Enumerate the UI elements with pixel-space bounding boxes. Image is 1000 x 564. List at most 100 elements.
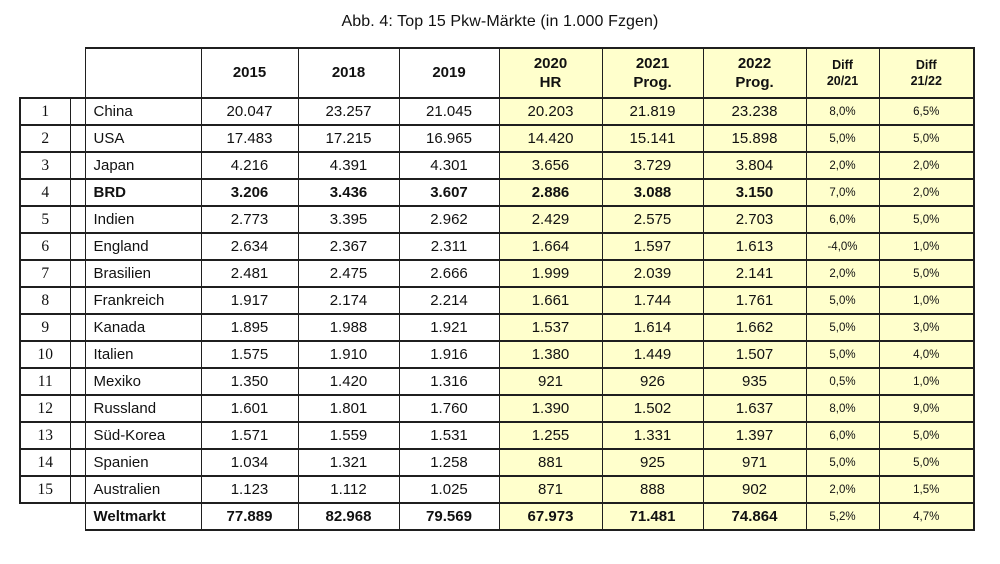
table-row: 2 USA 17.483 17.215 16.965 14.420 15.141 15.898… <box>19 124 975 153</box>
diff-pct-cell: 8,0% <box>805 97 880 126</box>
table-row: 10 Italien 1.575 1.910 1.916 1.380 1.449 1.507 5… <box>19 340 975 369</box>
value-cell: 1.761 <box>702 286 807 315</box>
value-cell: 2.481 <box>200 259 299 288</box>
diff-pct-cell: 1,0% <box>878 286 975 315</box>
value-cell: 926 <box>601 367 704 396</box>
table-row: 11 Mexiko 1.350 1.420 1.316 921 926 935 0,5% 1,0% <box>19 367 975 396</box>
value-cell: 16.965 <box>398 124 500 153</box>
rank-cell: 1 <box>19 97 71 126</box>
value-cell: 888 <box>601 475 704 504</box>
value-cell: 871 <box>498 475 603 504</box>
rank-cell: 8 <box>19 286 71 315</box>
value-cell: 2.311 <box>398 232 500 261</box>
rank-cell: 15 <box>19 475 71 504</box>
value-cell: 3.607 <box>398 178 500 207</box>
table-row: 6 England 2.634 2.367 2.311 1.664 1.597 1.613 -4… <box>19 232 975 261</box>
spacer-cell <box>70 340 85 369</box>
col-header-2021-line1: 2021 <box>635 54 670 72</box>
diff-pct-cell: 1,0% <box>878 367 975 396</box>
value-cell: 2.039 <box>601 259 704 288</box>
value-cell: 14.420 <box>498 124 603 153</box>
value-cell: 1.123 <box>200 475 299 504</box>
col-header-2021-prog: 2021 Prog. <box>601 47 704 99</box>
value-cell: 74.864 <box>702 502 807 531</box>
value-cell: 935 <box>702 367 807 396</box>
col-header-2022-prog: 2022 Prog. <box>702 47 807 99</box>
diff-pct-cell: 5,0% <box>805 448 880 477</box>
country-cell: Mexiko <box>84 367 202 396</box>
value-cell: 1.397 <box>702 421 807 450</box>
total-row: Weltmarkt 77.889 82.968 79.569 67.973 71.481 7… <box>20 502 975 531</box>
rank-cell: 5 <box>19 205 71 234</box>
diff-pct-cell: 2,0% <box>878 178 975 207</box>
diff-pct-cell: 7,0% <box>805 178 880 207</box>
value-cell: 2.773 <box>200 205 299 234</box>
value-cell: 1.637 <box>702 394 807 423</box>
spacer-cell <box>70 259 85 288</box>
col-header-2015: 2015 <box>200 47 299 99</box>
value-cell: 4.216 <box>200 151 299 180</box>
rank-cell: 14 <box>19 448 71 477</box>
rank-cell: 12 <box>19 394 71 423</box>
spacer-cell <box>70 475 85 504</box>
pkw-markets-table: 2015 2018 2019 2020 HR 2021 Prog. 2022 <box>19 47 975 531</box>
value-cell: 2.141 <box>702 259 807 288</box>
value-cell: 23.257 <box>297 97 400 126</box>
table-row: 9 Kanada 1.895 1.988 1.921 1.537 1.614 1.662 5,0… <box>19 313 975 342</box>
rank-cell <box>20 503 70 530</box>
diff-pct-cell: 0,5% <box>805 367 880 396</box>
value-cell: 1.502 <box>601 394 704 423</box>
value-cell: 1.559 <box>297 421 400 450</box>
value-cell: 1.917 <box>200 286 299 315</box>
value-cell: 15.141 <box>601 124 704 153</box>
value-cell: 1.760 <box>398 394 500 423</box>
col-header-2015-label: 2015 <box>232 64 267 82</box>
rank-cell: 3 <box>19 151 71 180</box>
col-header-diff-20-21: Diff 20/21 <box>805 47 880 99</box>
country-cell: USA <box>84 124 202 153</box>
value-cell: 15.898 <box>702 124 807 153</box>
spacer-cell <box>70 232 85 261</box>
diff-pct-cell: 6,5% <box>878 97 975 126</box>
value-cell: 1.661 <box>498 286 603 315</box>
table-row: 8 Frankreich 1.917 2.174 2.214 1.661 1.744 1.76… <box>19 286 975 315</box>
diff-pct-cell: 6,0% <box>805 205 880 234</box>
diff-pct-cell: 4,7% <box>878 502 975 531</box>
rank-header-blank <box>20 48 70 98</box>
country-cell: Japan <box>84 151 202 180</box>
rank-cell: 9 <box>19 313 71 342</box>
value-cell: 67.973 <box>498 502 603 531</box>
value-cell: 1.537 <box>498 313 603 342</box>
value-cell: 1.575 <box>200 340 299 369</box>
col-header-2020-line2: HR <box>539 74 562 91</box>
diff-pct-cell: 5,0% <box>878 124 975 153</box>
value-cell: 2.174 <box>297 286 400 315</box>
spacer-cell <box>70 313 85 342</box>
value-cell: 2.429 <box>498 205 603 234</box>
diff-pct-cell: 8,0% <box>805 394 880 423</box>
table-row: 5 Indien 2.773 3.395 2.962 2.429 2.575 2.703 6,0… <box>19 205 975 234</box>
spacer-cell <box>70 503 85 530</box>
rank-cell: 13 <box>19 421 71 450</box>
value-cell: 971 <box>702 448 807 477</box>
rank-cell: 7 <box>19 259 71 288</box>
table-row: 4 BRD 3.206 3.436 3.607 2.886 3.088 3.150 7,0% 2,… <box>19 178 975 207</box>
diff-pct-cell: 9,0% <box>878 394 975 423</box>
value-cell: 1.380 <box>498 340 603 369</box>
value-cell: 1.571 <box>200 421 299 450</box>
value-cell: 79.569 <box>398 502 500 531</box>
value-cell: 4.391 <box>297 151 400 180</box>
diff-pct-cell: 2,0% <box>878 151 975 180</box>
country-cell: Kanada <box>84 313 202 342</box>
spacer-cell <box>70 97 85 126</box>
country-cell: Italien <box>84 340 202 369</box>
value-cell: 1.916 <box>398 340 500 369</box>
table-row: 12 Russland 1.601 1.801 1.760 1.390 1.502 1.637… <box>19 394 975 423</box>
diff-pct-cell: 5,0% <box>805 286 880 315</box>
country-cell: Weltmarkt <box>84 502 202 531</box>
value-cell: 1.744 <box>601 286 704 315</box>
country-cell: England <box>84 232 202 261</box>
value-cell: 17.483 <box>200 124 299 153</box>
value-cell: 3.395 <box>297 205 400 234</box>
figure-title: Abb. 4: Top 15 Pkw-Märkte (in 1.000 Fzge… <box>341 13 659 30</box>
